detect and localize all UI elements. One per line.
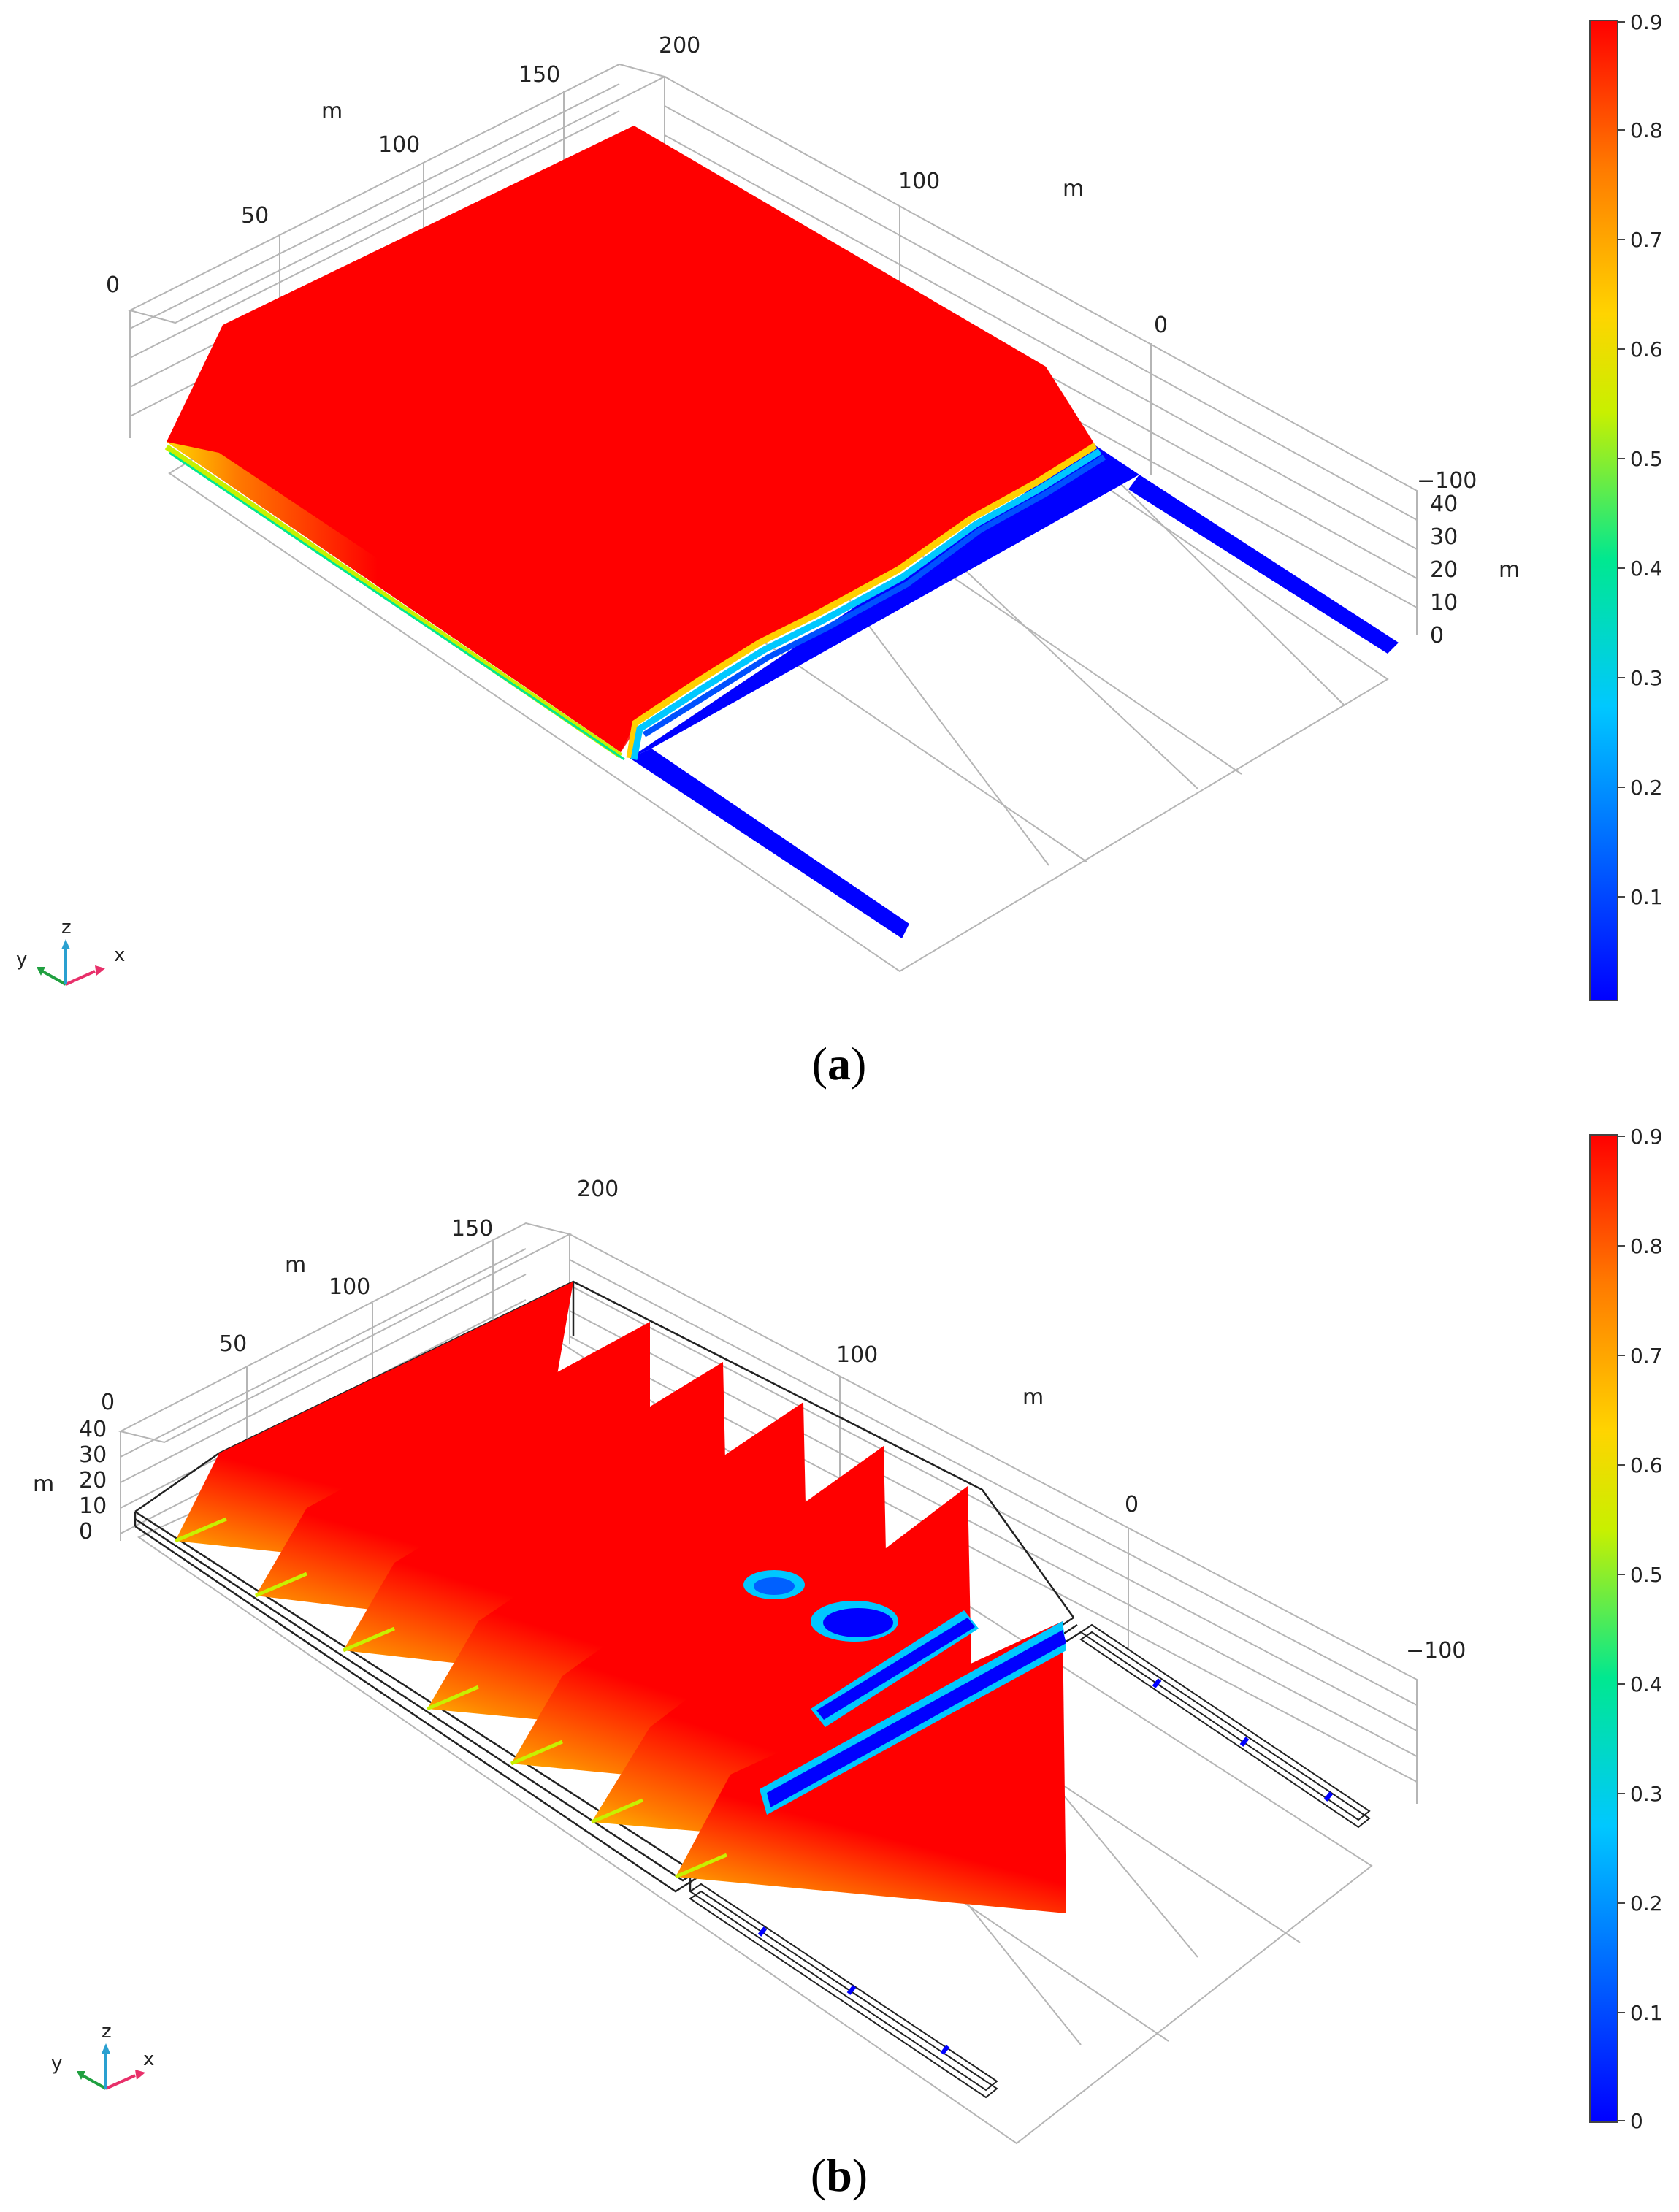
tick-right-minus100: −100 — [1417, 468, 1477, 494]
tick-right-minus100-b: −100 — [1406, 1638, 1466, 1664]
channel-back-b — [1079, 1623, 1371, 1821]
colorbar-tick-0.7-b: 0.7 — [1630, 1344, 1663, 1368]
top-axis-ticks-b: 0 50 100 150 200 m — [101, 1176, 619, 1415]
unit-label-z: m — [1499, 557, 1520, 583]
unit-label-right: m — [1063, 176, 1084, 202]
tick-top-100-b: 100 — [329, 1274, 370, 1300]
colorbar-tick-0.6-b: 0.6 — [1630, 1453, 1663, 1477]
slices — [175, 1282, 1066, 1913]
tick-right-100-b: 100 — [836, 1342, 878, 1368]
colorbar-tick-0.7: 0.7 — [1630, 228, 1663, 252]
panel-a-figure: 0 50 100 150 200 m 100 0 −100 m 40 30 20… — [16, 10, 1663, 1090]
tick-right-0-b: 0 — [1125, 1492, 1139, 1518]
colorbar-tick-0.8-b: 0.8 — [1630, 1234, 1663, 1258]
colorbar-tick-0.8: 0.8 — [1630, 118, 1663, 142]
channel-front-b — [689, 1883, 998, 2092]
tick-top-0-b: 0 — [101, 1390, 115, 1415]
caption-a: (a) — [812, 1038, 867, 1090]
colorbar-tick-0-b: 0 — [1630, 2109, 1643, 2133]
tick-z-0: 0 — [1430, 623, 1444, 648]
triad-z-label-b: z — [102, 2021, 112, 2043]
colorbar-tick-0.4: 0.4 — [1630, 556, 1663, 581]
z-axis-ticks: 40 30 20 10 0 m — [1430, 491, 1520, 648]
caption-b: (b) — [811, 2149, 868, 2201]
tick-z-20-b: 20 — [79, 1468, 107, 1493]
tick-top-150: 150 — [519, 62, 560, 88]
unit-label-right-b: m — [1022, 1385, 1044, 1410]
colorbar-gradient-b — [1589, 1134, 1618, 2123]
colorbar-tick-0.3: 0.3 — [1630, 666, 1663, 690]
triad-y-label-b: y — [51, 2053, 62, 2075]
right-axis-ticks: 100 0 −100 m — [898, 169, 1477, 494]
colorbar-tick-0.9: 0.9 — [1630, 10, 1663, 34]
tick-z-10: 10 — [1430, 590, 1458, 616]
colorbar-gradient — [1589, 20, 1618, 1001]
tick-right-0: 0 — [1154, 313, 1168, 338]
triad-y-label: y — [16, 949, 27, 971]
tick-top-200-b: 200 — [577, 1176, 619, 1202]
colorbar: 0.9 0.8 0.7 0.6 0.5 0.4 0.3 0.2 0.1 — [1589, 10, 1663, 1001]
axis-triad: z y x — [16, 916, 125, 986]
colorbar-tick-0.3-b: 0.3 — [1630, 1782, 1663, 1806]
triad-x-label-b: x — [143, 2048, 154, 2070]
unit-label-top-b: m — [285, 1252, 306, 1278]
tick-z-30-b: 30 — [79, 1442, 107, 1468]
grid-back-right-b — [569, 1233, 1418, 1804]
colorbar-tick-0.5: 0.5 — [1630, 447, 1663, 471]
right-axis-ticks-b: 100 0 −100 m — [836, 1342, 1466, 1664]
tick-top-50: 50 — [241, 203, 269, 229]
tick-z-10-b: 10 — [79, 1493, 107, 1519]
tick-top-200: 200 — [659, 33, 700, 58]
water-band — [630, 445, 1139, 758]
channel-front — [630, 749, 909, 938]
tick-top-50-b: 50 — [219, 1331, 247, 1357]
top-axis-ticks: 0 50 100 150 200 m — [106, 33, 700, 298]
colorbar-tick-0.2: 0.2 — [1630, 776, 1663, 800]
tick-top-0: 0 — [106, 272, 120, 298]
tick-z-30: 30 — [1430, 524, 1458, 550]
unit-label-top: m — [321, 99, 343, 124]
triad-x-label: x — [114, 944, 125, 966]
tick-top-100: 100 — [378, 132, 420, 158]
channel-markers — [757, 1678, 1334, 2055]
colorbar-b: 0.9 0.8 0.7 0.6 0.5 0.4 0.3 0.2 0.1 0 — [1589, 1125, 1663, 2133]
tick-right-100: 100 — [898, 169, 940, 194]
panel-b: 0 50 100 150 200 m 100 0 −100 m 40 30 20… — [0, 1103, 1679, 2212]
colorbar-tick-0.1-b: 0.1 — [1630, 2001, 1663, 2025]
axis-triad-b: z y x — [51, 2021, 154, 2090]
filled-region — [167, 126, 1095, 752]
panel-a: 0 50 100 150 200 m 100 0 −100 m 40 30 20… — [0, 0, 1679, 1095]
interface-line — [626, 443, 1098, 759]
channels-b — [689, 1623, 1371, 2099]
colorbar-tick-0.4-b: 0.4 — [1630, 1672, 1663, 1696]
colorbar-tick-0.2-b: 0.2 — [1630, 1891, 1663, 1916]
tick-z-20: 20 — [1430, 557, 1458, 583]
triad-z-label: z — [61, 916, 72, 938]
z-axis-ticks-b: 40 30 20 10 0 m — [33, 1417, 107, 1545]
front-edge-gradient — [167, 442, 635, 752]
flow-domain-surface — [164, 126, 1399, 938]
tick-top-150-b: 150 — [451, 1216, 493, 1241]
tick-z-40-b: 40 — [79, 1417, 107, 1442]
unit-label-z-b: m — [33, 1472, 54, 1497]
tick-z-40: 40 — [1430, 491, 1458, 517]
tick-z-0-b: 0 — [79, 1519, 93, 1545]
channel-back — [1128, 475, 1399, 654]
colorbar-tick-0.1: 0.1 — [1630, 885, 1663, 909]
colorbar-tick-0.5-b: 0.5 — [1630, 1563, 1663, 1587]
colorbar-tick-0.9-b: 0.9 — [1630, 1125, 1663, 1149]
colorbar-tick-0.6: 0.6 — [1630, 337, 1663, 361]
panel-b-figure: 0 50 100 150 200 m 100 0 −100 m 40 30 20… — [33, 1125, 1663, 2201]
